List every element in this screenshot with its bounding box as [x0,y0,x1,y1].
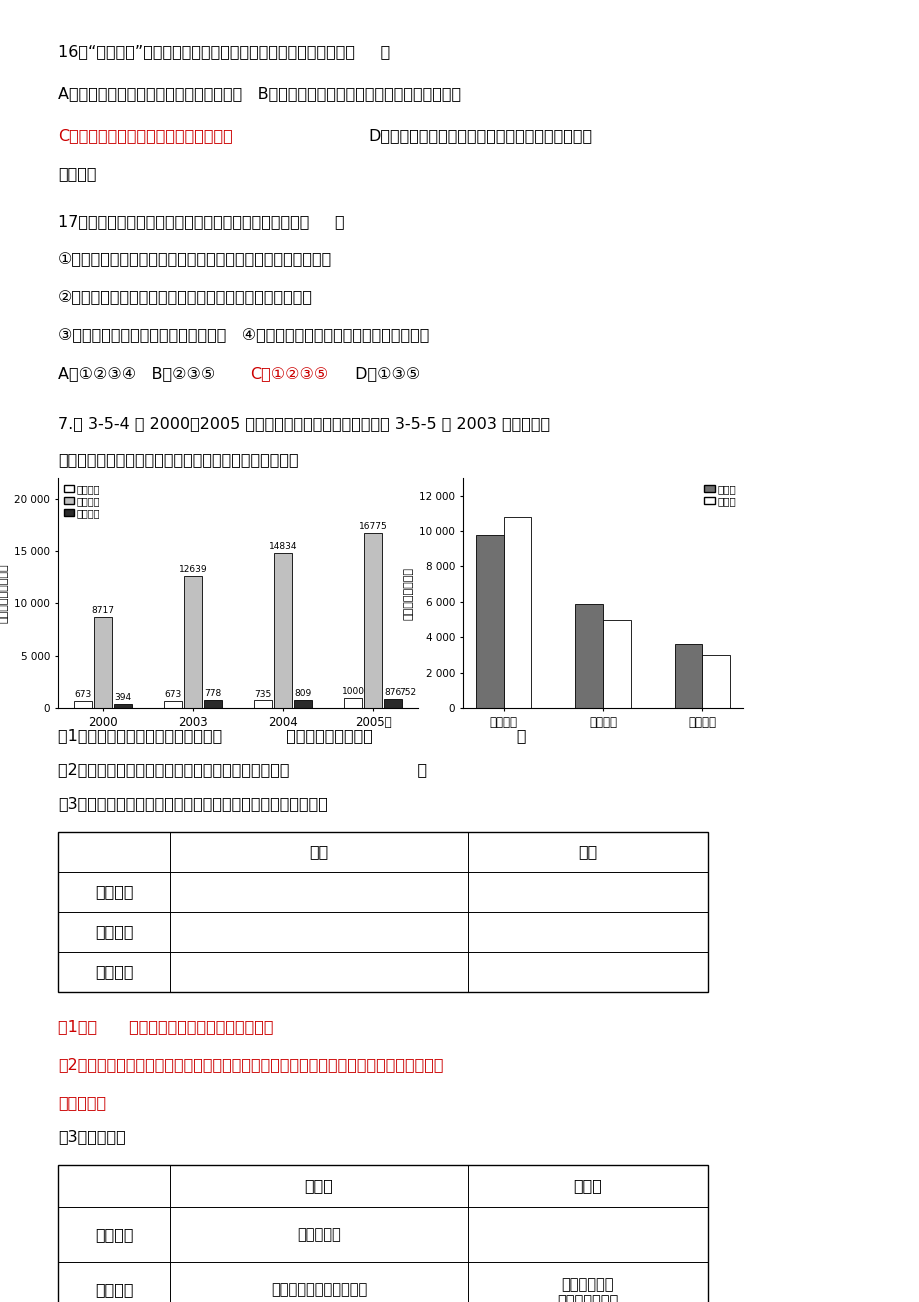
Bar [184,575,201,708]
Text: 16、“西电东送”可以缓解东部日益严重的环保压力，主要是因为（     ）: 16、“西电东送”可以缓解东部日益严重的环保压力，主要是因为（ ） [58,44,390,60]
Bar [475,535,503,708]
Text: 809: 809 [294,689,311,698]
Text: 752: 752 [399,689,415,698]
Y-axis label: 用电量（亿千瓦时）: 用电量（亿千瓦时） [0,564,9,622]
Text: 对　策: 对 策 [304,1178,333,1194]
Text: （1）二  工业快速发展（工业是用电大户）: （1）二 工业快速发展（工业是用电大户） [58,1019,273,1035]
Text: 735: 735 [255,690,271,699]
Text: 理由: 理由 [578,845,597,859]
Bar [293,699,312,708]
Text: ③有利于西部地区退耕还林和水土保持   ④可以带动冶金、化工等高耗能产业的发展: ③有利于西部地区退耕还林和水土保持 ④可以带动冶金、化工等高耗能产业的发展 [58,328,429,344]
Text: 14834: 14834 [268,543,297,551]
Text: （2）我国东、中、西部电力生产与消费的地区差异是        。: （2）我国东、中、西部电力生产与消费的地区差异是 。 [58,763,426,777]
Text: 394: 394 [114,693,131,702]
Bar [574,604,602,708]
Bar [114,704,131,708]
Text: C、西电东送使东部地区煤炭输入量减少: C、西电东送使东部地区煤炭输入量减少 [58,129,233,143]
Bar [254,700,272,708]
Text: 环保条件: 环保条件 [58,167,96,181]
Text: 17、下列关于西电东送对西部地区意义的叙述正确的是（     ）: 17、下列关于西电东送对西部地区意义的叙述正确的是（ ） [58,215,345,229]
Bar [364,533,381,708]
Text: 778: 778 [204,689,221,698]
Text: （3）填表，简述缓解东部地区电力供应紧张的对策及其理由。: （3）填表，简述缓解东部地区电力供应紧张的对策及其理由。 [58,797,327,811]
Text: 673: 673 [165,690,182,699]
Text: 于用电量。: 于用电量。 [58,1095,106,1111]
Bar [58,832,708,992]
Bar [503,517,531,708]
Text: 8717: 8717 [92,607,115,616]
Text: 降低能耗；调整产业结构: 降低能耗；调整产业结构 [270,1282,367,1297]
Legend: 发电量, 用电量: 发电量, 用电量 [703,483,737,508]
Bar [383,699,402,708]
Bar [274,553,291,708]
Text: 开发新能源: 开发新能源 [297,1226,341,1242]
Text: 673: 673 [74,690,92,699]
Bar [165,700,182,708]
Bar [602,620,630,708]
Text: 开源方面: 开源方面 [95,1226,133,1242]
Bar [74,700,92,708]
Text: A、①②③④   B、②③⑤: A、①②③④ B、②③⑤ [58,366,231,381]
Text: 876: 876 [384,689,401,698]
Text: 7.图 3-5-4 为 2000～2005 年我国三大产业用电量柱状图，图 3-5-5 为 2003 年我国东、: 7.图 3-5-4 为 2000～2005 年我国三大产业用电量柱状图，图 3-… [58,417,550,431]
Text: （2）东部地区发电量、用电量都大；东部地区用电量大于发电量；中、西部地区发电量大: （2）东部地区发电量、用电量都大；东部地区用电量大于发电量；中、西部地区发电量大 [58,1057,443,1073]
Bar [204,700,221,708]
Bar [58,1165,708,1302]
Text: 东部地区能源
需求量大；中、
西部地区能源
丰富；东部地区
科技水平高: 东部地区能源 需求量大；中、 西部地区能源 丰富；东部地区 科技水平高 [557,1277,618,1302]
Text: 理　由: 理 由 [573,1178,602,1194]
Text: ②可以改善西部地区能源消费结构，促进西部地区环境建设: ②可以改善西部地区能源消费结构，促进西部地区环境建设 [58,290,312,306]
Text: A、西电东送使电价升高，东部用电量减少   B、西电东送使电价降低，使用环保电器者增多: A、西电东送使电价升高，东部用电量减少 B、西电东送使电价降低，使用环保电器者增… [58,86,460,102]
Text: ①可以推动西部地区电力工业的发展，提高能源资源的利用效率: ①可以推动西部地区电力工业的发展，提高能源资源的利用效率 [58,253,332,267]
Bar [344,698,362,708]
Text: 1000: 1000 [341,687,364,697]
Text: 开源方面: 开源方面 [95,884,133,900]
Y-axis label: 电量（亿千瓦时）: 电量（亿千瓦时） [403,566,414,620]
Bar [94,617,112,708]
Bar [702,655,730,708]
Text: （1）三大产业用电量增长最多的是第    产业，其原因主要是         。: （1）三大产业用电量增长最多的是第 产业，其原因主要是 。 [58,729,526,743]
Text: 中、西部发电量和用电量柱状图。读图，回答下列问题。: 中、西部发电量和用电量柱状图。读图，回答下列问题。 [58,453,299,467]
Text: 16775: 16775 [358,522,387,531]
Text: （3）见下表：: （3）见下表： [58,1130,126,1144]
Legend: 第一产业, 第二产业, 第三产业: 第一产业, 第二产业, 第三产业 [62,483,101,518]
Text: 区际协调: 区际协调 [95,965,133,979]
Bar [674,644,702,708]
Text: 对策: 对策 [309,845,328,859]
Text: D、①③⑤: D、①③⑤ [349,366,420,381]
Text: C、①②③⑤: C、①②③⑤ [250,366,328,381]
Text: 节流方面: 节流方面 [95,924,133,940]
Text: 节流方面: 节流方面 [95,1282,133,1297]
Text: 12639: 12639 [178,565,207,574]
Text: D、西电东送使东部地区工业成本降低，有能力改善: D、西电东送使东部地区工业成本降低，有能力改善 [368,129,592,143]
